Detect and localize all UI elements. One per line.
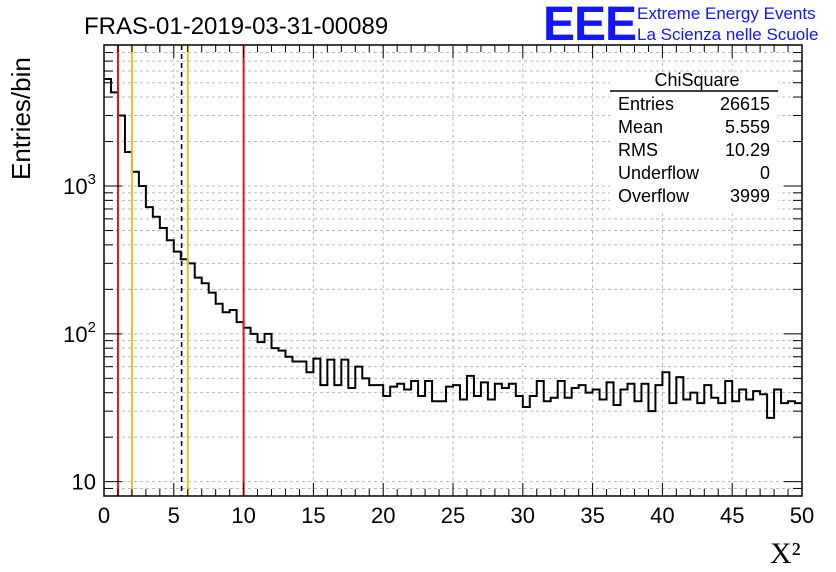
ticks (103, 44, 803, 497)
x-tick-label: 35 (580, 503, 604, 528)
stats-label: RMS (618, 140, 658, 160)
reference-lines (116, 45, 245, 496)
stats-value: 10.29 (725, 140, 770, 160)
x-tick-label: 25 (441, 503, 465, 528)
stats-value: 5.559 (725, 117, 770, 137)
y-tick-label: 102 (63, 319, 96, 347)
stats-box: ChiSquare Entries 26615 Mean 5.559 RMS 10.29 Un… (610, 70, 778, 212)
stats-label: Entries (618, 94, 674, 114)
x-tick-label: 40 (650, 503, 674, 528)
histogram-series (104, 77, 802, 419)
x-axis-label: X² (770, 537, 801, 570)
eee-logo-line2: La Scienza nelle Scuole (637, 25, 818, 44)
x-tick-label: 50 (790, 503, 814, 528)
x-tick-label: 0 (98, 503, 110, 528)
chart-title: FRAS-01-2019-03-31-00089 (84, 13, 388, 40)
x-tick-label: 45 (720, 503, 744, 528)
stats-title: ChiSquare (654, 70, 739, 90)
y-tick-label: 103 (63, 171, 96, 199)
grid (104, 45, 802, 496)
stats-label: Mean (618, 117, 663, 137)
eee-logo-mark: EEE (543, 0, 636, 51)
tick-labels: 0 5 10 15 20 25 30 35 40 45 50 10 102 103 (63, 171, 814, 528)
histogram-line (104, 77, 802, 419)
stats-label: Overflow (618, 186, 690, 206)
eee-logo: EEE Extreme Energy Events La Scienza nel… (543, 0, 818, 51)
eee-logo-line1: Extreme Energy Events (637, 4, 816, 23)
x-tick-label: 10 (231, 503, 255, 528)
stats-label: Underflow (618, 163, 700, 183)
y-axis-label: Entries/bin (6, 57, 36, 180)
x-tick-label: 15 (301, 503, 325, 528)
stats-value: 0 (760, 163, 770, 183)
stats-value: 26615 (720, 94, 770, 114)
y-tick-label: 10 (72, 470, 96, 495)
x-tick-label: 5 (168, 503, 180, 528)
x-tick-label: 20 (371, 503, 395, 528)
stats-background (610, 72, 778, 212)
stats-value: 3999 (730, 186, 770, 206)
x-tick-label: 30 (511, 503, 535, 528)
